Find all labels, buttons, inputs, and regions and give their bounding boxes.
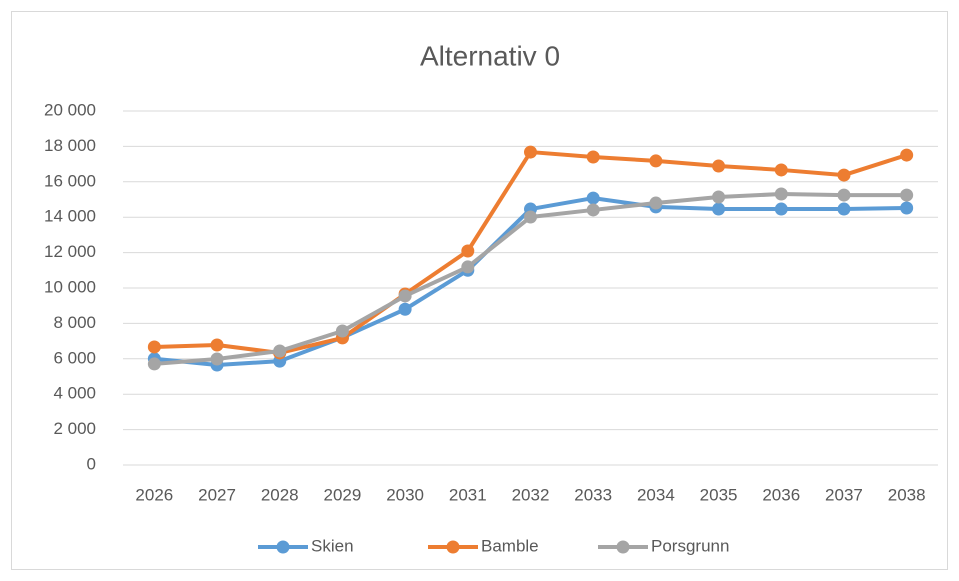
chart-title: Alternativ 0 xyxy=(420,40,560,71)
data-point xyxy=(837,188,851,202)
data-point xyxy=(147,357,161,371)
y-tick-label: 18 000 xyxy=(44,136,96,155)
data-point xyxy=(837,202,851,216)
data-point xyxy=(900,148,914,162)
data-point xyxy=(837,168,851,182)
data-point xyxy=(586,191,600,205)
legend-marker xyxy=(446,540,460,554)
x-tick-label: 2029 xyxy=(324,485,362,504)
data-point xyxy=(524,210,537,224)
data-point xyxy=(461,244,475,258)
y-tick-label: 6 000 xyxy=(53,348,96,367)
x-tick-label: 2038 xyxy=(888,485,926,504)
x-tick-label: 2035 xyxy=(700,485,738,504)
data-point xyxy=(210,338,224,352)
data-point xyxy=(586,203,600,217)
y-tick-label: 14 000 xyxy=(44,207,96,226)
data-point xyxy=(774,187,788,201)
y-tick-label: 20 000 xyxy=(44,100,96,119)
data-point xyxy=(649,196,663,210)
data-point xyxy=(461,260,475,274)
x-tick-label: 2032 xyxy=(512,485,550,504)
data-point xyxy=(273,344,287,358)
y-tick-label: 2 000 xyxy=(53,419,96,438)
data-point xyxy=(774,202,788,216)
data-point xyxy=(586,150,600,164)
data-point xyxy=(712,202,726,216)
data-point xyxy=(712,190,726,204)
x-tick-label: 2026 xyxy=(135,485,173,504)
legend-label: Bamble xyxy=(481,536,539,555)
y-tick-label: 10 000 xyxy=(44,277,96,296)
y-tick-label: 16 000 xyxy=(44,171,96,190)
data-point xyxy=(712,159,726,173)
data-point xyxy=(900,201,914,215)
x-tick-label: 2030 xyxy=(386,485,424,504)
x-tick-label: 2027 xyxy=(198,485,236,504)
data-point xyxy=(210,352,224,366)
x-tick-label: 2028 xyxy=(261,485,299,504)
legend-label: Porsgrunn xyxy=(651,536,729,555)
data-point xyxy=(900,188,914,202)
data-point xyxy=(398,289,412,303)
x-tick-label: 2034 xyxy=(637,485,675,504)
legend-marker xyxy=(276,540,290,554)
chart-border xyxy=(11,11,948,570)
y-tick-label: 0 xyxy=(87,454,96,473)
legend-label: Skien xyxy=(311,536,354,555)
data-point xyxy=(398,302,412,316)
x-tick-label: 2033 xyxy=(574,485,612,504)
data-point xyxy=(335,324,349,338)
y-tick-label: 8 000 xyxy=(53,313,96,332)
x-tick-label: 2036 xyxy=(762,485,800,504)
data-point xyxy=(147,340,161,354)
x-tick-label: 2037 xyxy=(825,485,863,504)
y-tick-label: 12 000 xyxy=(44,242,96,261)
x-tick-label: 2031 xyxy=(449,485,487,504)
legend-marker xyxy=(616,540,630,554)
data-point xyxy=(524,145,537,159)
data-point xyxy=(649,154,663,168)
y-tick-label: 4 000 xyxy=(53,384,96,403)
data-point xyxy=(774,163,788,177)
